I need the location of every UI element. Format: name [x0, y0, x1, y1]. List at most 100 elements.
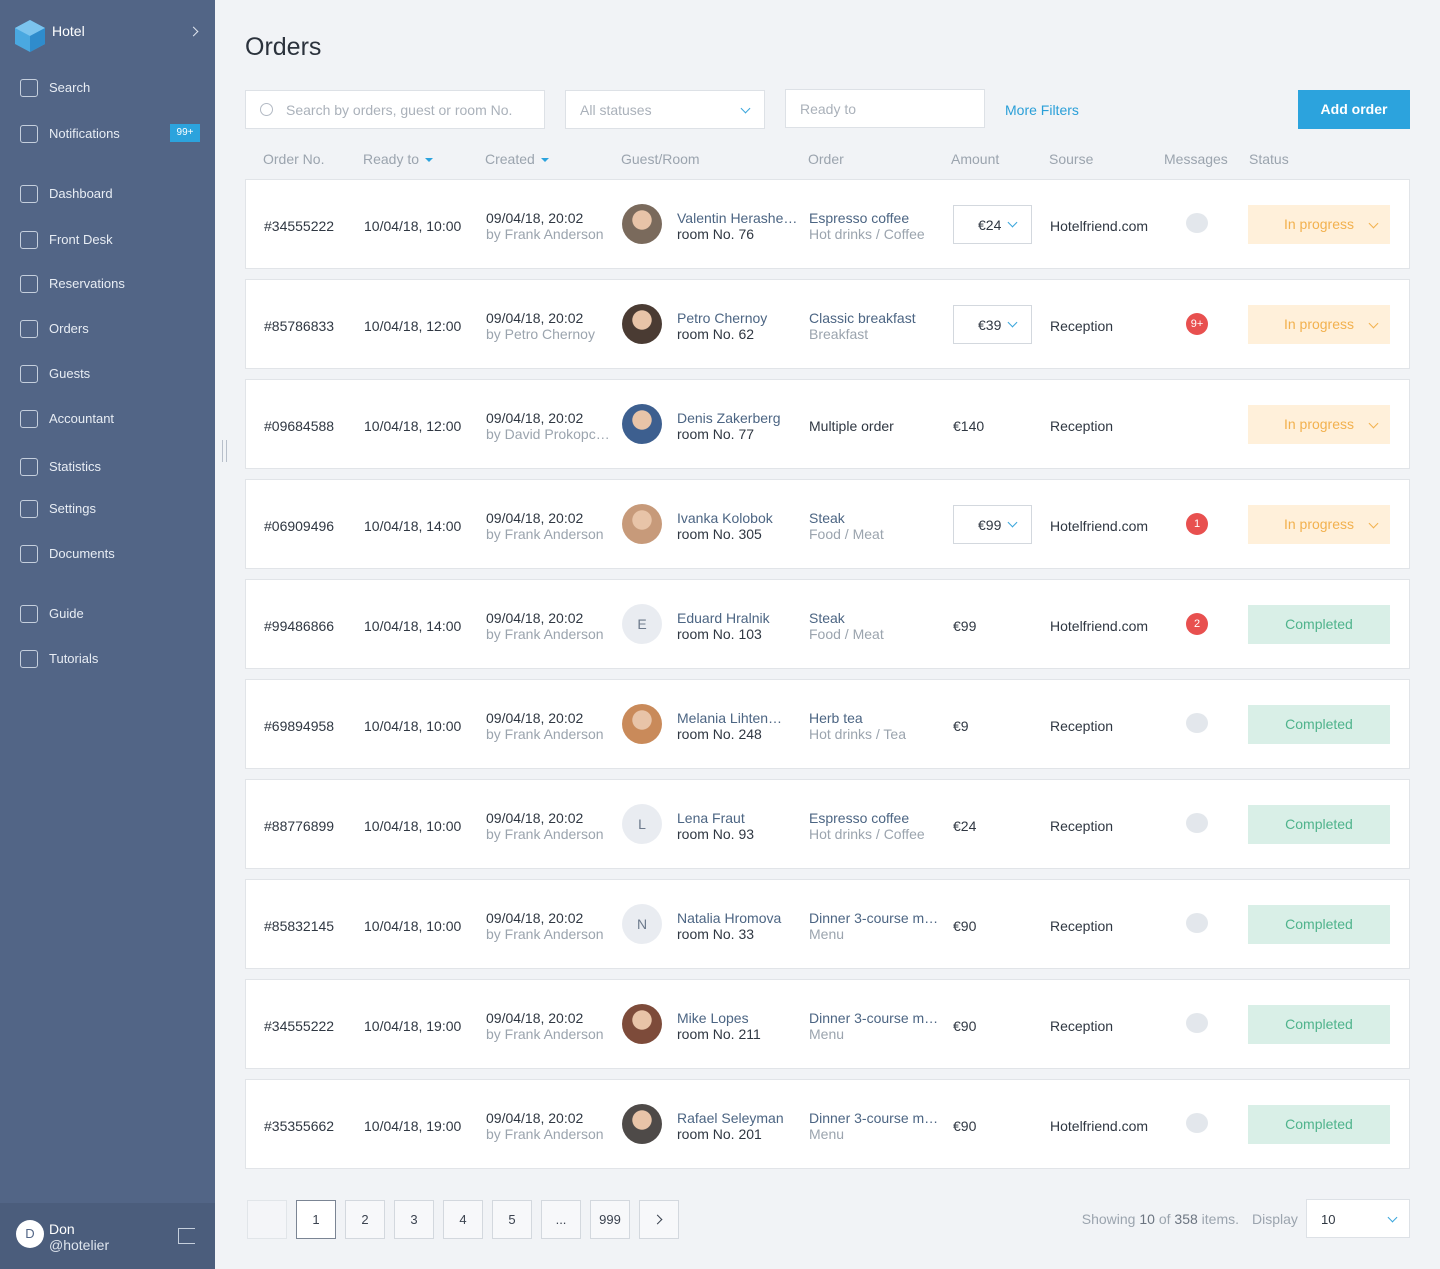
message-icon[interactable] [1186, 813, 1208, 833]
menu-item[interactable]: Documents [0, 538, 215, 570]
menu-item[interactable]: Accountant [0, 403, 215, 435]
order-row[interactable]: #88776899 10/04/18, 10:00 09/04/18, 20:02 b… [245, 779, 1410, 869]
order-category: Hot drinks / Tea [809, 726, 907, 742]
menu-item[interactable]: Front Desk [0, 224, 215, 256]
ready-input[interactable]: Ready to [785, 89, 985, 128]
guest-avatar [622, 1104, 662, 1144]
order-row[interactable]: #85832145 10/04/18, 10:00 09/04/18, 20:02 b… [245, 879, 1410, 969]
status-badge[interactable]: Completed [1248, 1105, 1390, 1144]
guest-name: Natalia Hromova [677, 910, 782, 926]
page-button[interactable]: 5 [492, 1200, 532, 1239]
amount: €90 [953, 918, 977, 934]
status-badge[interactable]: Completed [1248, 605, 1390, 644]
page-button[interactable]: 3 [394, 1200, 434, 1239]
menu-item[interactable]: Statistics [0, 451, 215, 483]
status-badge[interactable]: Completed [1248, 805, 1390, 844]
resize-handle[interactable] [222, 440, 227, 462]
menu-item[interactable]: Search [0, 72, 215, 104]
order-row[interactable]: #99486866 10/04/18, 14:00 09/04/18, 20:02 b… [245, 579, 1410, 669]
order-row[interactable]: #09684588 10/04/18, 12:00 09/04/18, 20:02 b… [245, 379, 1410, 469]
order-row[interactable]: #85786833 10/04/18, 12:00 09/04/18, 20:02 b… [245, 279, 1410, 369]
display-select[interactable]: 10 [1306, 1199, 1410, 1238]
order-row[interactable]: #69894958 10/04/18, 10:00 09/04/18, 20:02 b… [245, 679, 1410, 769]
room-number: room No. 103 [677, 626, 762, 642]
created-by: by Frank Anderson [486, 926, 604, 942]
created-by: by Petro Chernoy [486, 326, 595, 342]
menu-icon [20, 79, 38, 97]
order-row[interactable]: #35355662 10/04/18, 19:00 09/04/18, 20:02 b… [245, 1079, 1410, 1169]
message-count[interactable]: 9+ [1186, 313, 1208, 335]
order-row[interactable]: #34555222 10/04/18, 19:00 09/04/18, 20:02 b… [245, 979, 1410, 1069]
menu-icon [20, 410, 38, 428]
status-badge[interactable]: In progress [1248, 305, 1390, 344]
collapse-toggle[interactable] [188, 26, 199, 37]
menu-item[interactable]: Reservations [0, 268, 215, 300]
menu-item[interactable]: Tutorials [0, 643, 215, 675]
status-badge[interactable]: Completed [1248, 705, 1390, 744]
message-count[interactable]: 1 [1186, 513, 1208, 535]
ready-placeholder: Ready to [800, 101, 857, 117]
menu-item[interactable]: Orders [0, 313, 215, 345]
next-page[interactable] [639, 1200, 679, 1239]
menu-item[interactable]: Settings [0, 493, 215, 525]
page-button[interactable]: 4 [443, 1200, 483, 1239]
status-badge[interactable]: In progress [1248, 505, 1390, 544]
logout-button[interactable] [178, 1228, 195, 1244]
order-number: #09684588 [264, 418, 335, 434]
search-input[interactable]: Search by orders, guest or room No. [245, 90, 545, 129]
add-order-button[interactable]: Add order [1298, 90, 1410, 129]
source: Hotelfriend.com [1050, 1118, 1149, 1134]
page-button[interactable]: 2 [345, 1200, 385, 1239]
menu-icon [20, 185, 38, 203]
amount: €90 [953, 1018, 977, 1034]
status-badge[interactable]: In progress [1248, 205, 1390, 244]
menu-label: Settings [49, 501, 96, 516]
guest-avatar: N [622, 904, 662, 944]
message-icon[interactable] [1186, 213, 1208, 233]
room-number: room No. 77 [677, 426, 755, 442]
menu-item[interactable]: Dashboard [0, 178, 215, 210]
message-count[interactable]: 2 [1186, 613, 1208, 635]
created-by: by Frank Anderson [486, 226, 604, 242]
menu-item[interactable]: Guide [0, 598, 215, 630]
order-row[interactable]: #34555222 10/04/18, 10:00 09/04/18, 20:02 b… [245, 179, 1410, 269]
amount-select[interactable]: €39 [953, 305, 1032, 344]
prev-page[interactable] [247, 1200, 287, 1239]
created-by: by Frank Anderson [486, 1126, 604, 1142]
column-header[interactable]: Created [485, 151, 549, 167]
amount: €99 [978, 517, 1002, 533]
status-label: In progress [1283, 216, 1355, 232]
status-label: In progress [1283, 416, 1355, 432]
message-icon[interactable] [1186, 1113, 1208, 1133]
order-row[interactable]: #06909496 10/04/18, 14:00 09/04/18, 20:02 b… [245, 479, 1410, 569]
amount-select[interactable]: €99 [953, 505, 1032, 544]
room-number: room No. 201 [677, 1126, 762, 1142]
status-badge[interactable]: In progress [1248, 405, 1390, 444]
message-icon[interactable] [1186, 913, 1208, 933]
amount-caret [1007, 317, 1018, 328]
order-number: #34555222 [264, 218, 335, 234]
page-title: Orders [245, 33, 322, 61]
page-button[interactable]: 1 [296, 1200, 336, 1239]
menu-item[interactable]: Notifications [0, 118, 215, 150]
order-category: Breakfast [809, 326, 869, 342]
ready-time: 10/04/18, 10:00 [364, 818, 462, 834]
status-badge[interactable]: Completed [1248, 905, 1390, 944]
menu-item[interactable]: Guests [0, 358, 215, 390]
status-select[interactable]: All statuses [565, 90, 765, 129]
page-button[interactable]: 999 [590, 1200, 630, 1239]
guest-avatar [622, 504, 662, 544]
column-header[interactable]: Ready to [363, 151, 434, 167]
amount-select[interactable]: €24 [953, 205, 1032, 244]
message-icon[interactable] [1186, 713, 1208, 733]
menu-label: Orders [49, 321, 89, 336]
message-icon[interactable] [1186, 1013, 1208, 1033]
ready-time: 10/04/18, 14:00 [364, 618, 462, 634]
amount: €24 [978, 217, 1002, 233]
menu-label: Notifications [49, 126, 120, 141]
menu-icon [20, 231, 38, 249]
status-badge[interactable]: Completed [1248, 1005, 1390, 1044]
order-number: #34555222 [264, 1018, 335, 1034]
more-filters[interactable]: More Filters [1005, 102, 1079, 118]
page-button[interactable]: ... [541, 1200, 581, 1239]
